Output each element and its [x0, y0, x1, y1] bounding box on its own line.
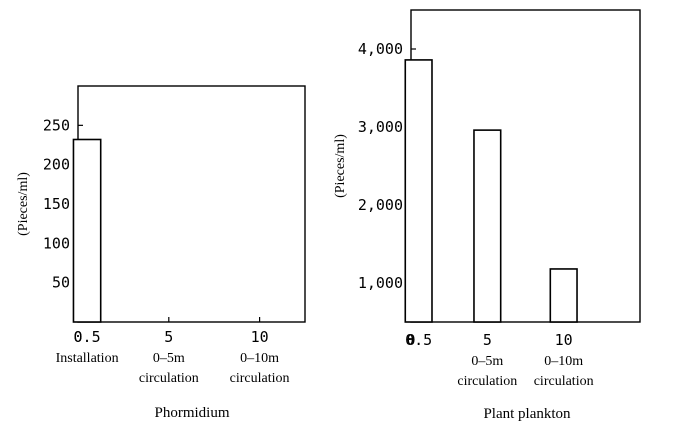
category-label: circulation — [534, 374, 594, 389]
y-tick-label: 2,000 — [358, 196, 403, 214]
x-tick-label: 0 — [406, 331, 415, 349]
y-tick-label: 1,000 — [358, 274, 403, 292]
x-tick-label: 0.5 — [405, 331, 432, 349]
y-tick-label: 4,000 — [358, 40, 403, 58]
bar — [549, 268, 578, 323]
x-tick-label: 10 — [251, 328, 269, 346]
category-label: 0–10m — [240, 351, 279, 366]
category-label: circulation — [457, 374, 517, 389]
x-tick-label: 5 — [483, 331, 492, 349]
x-tick-label: 0 — [73, 328, 82, 346]
category-label: 0–5m — [153, 351, 185, 366]
phormidium-chart: 50 100 150 200 250 00.5 5 10 Installation 0–5m cir… — [16, 85, 306, 421]
x-tick-label: 0.5 — [74, 328, 101, 346]
bar — [404, 59, 433, 323]
x-tick-label: 5 — [164, 328, 173, 346]
category-label: Installation — [56, 351, 119, 366]
chart-title: Plant plankton — [483, 406, 571, 422]
y-tick-label: 250 — [43, 116, 70, 134]
y-axis-label: (Pieces/ml) — [16, 172, 31, 236]
category-label: circulation — [230, 371, 290, 386]
plot-frame — [410, 9, 641, 323]
x-tick-label: 10 — [555, 331, 573, 349]
category-label: circulation — [139, 371, 199, 386]
y-tick-label: 100 — [43, 234, 70, 252]
plot-frame — [77, 85, 306, 323]
y-tick-label: 50 — [52, 274, 70, 292]
y-axis-label: (Pieces/ml) — [333, 134, 348, 198]
plant-plankton-chart: 1,000 2,000 3,000 4,000 00.5 5 10 0–5m circulati… — [333, 9, 641, 422]
category-label: 0–5m — [471, 354, 503, 369]
y-tick-label: 3,000 — [358, 118, 403, 136]
y-tick-label: 200 — [43, 156, 70, 174]
y-tick-label: 150 — [43, 195, 70, 213]
bar — [72, 138, 102, 323]
chart-title: Phormidium — [154, 405, 229, 421]
category-label: 0–10m — [544, 354, 583, 369]
bar — [473, 129, 502, 323]
